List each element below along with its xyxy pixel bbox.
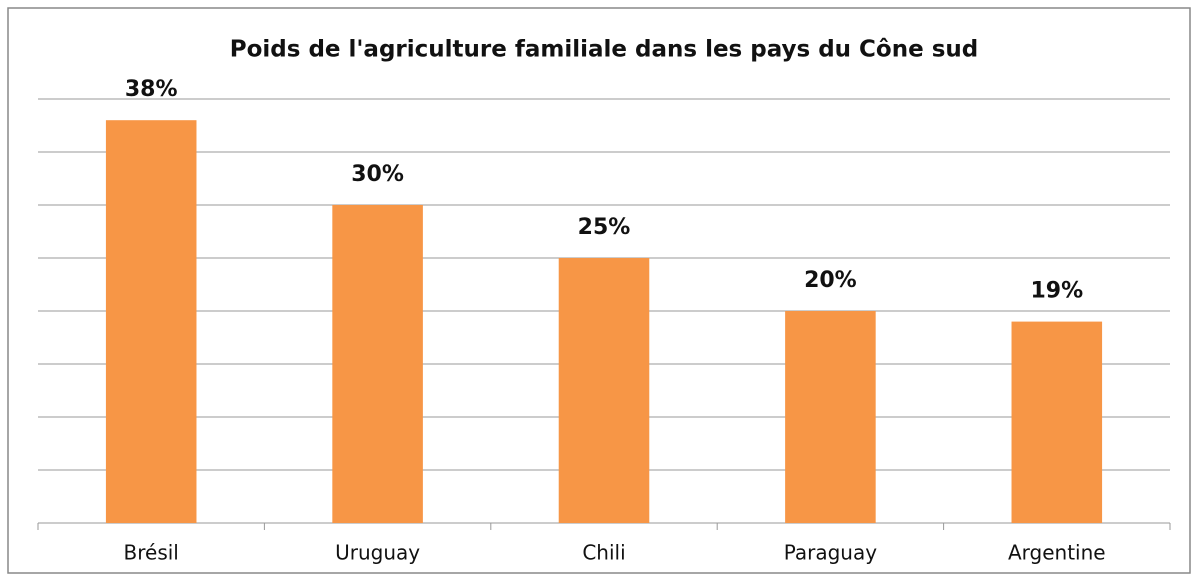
x-tick-label: Argentine [1008,541,1106,565]
x-tick-label: Uruguay [335,541,420,565]
data-label: 25% [578,215,631,240]
x-tick-label: Chili [582,541,625,565]
data-label: 30% [351,162,404,187]
data-label: 20% [804,268,857,293]
x-tick-label: Brésil [124,541,179,565]
x-tick-label: Paraguay [784,541,878,565]
bar [332,205,423,523]
bar [1011,321,1103,523]
bar [558,258,650,523]
bar [105,120,197,523]
bar [785,311,876,523]
chart-title: Poids de l'agriculture familiale dans le… [230,37,979,63]
data-label: 38% [125,77,178,102]
data-label: 19% [1030,279,1083,304]
